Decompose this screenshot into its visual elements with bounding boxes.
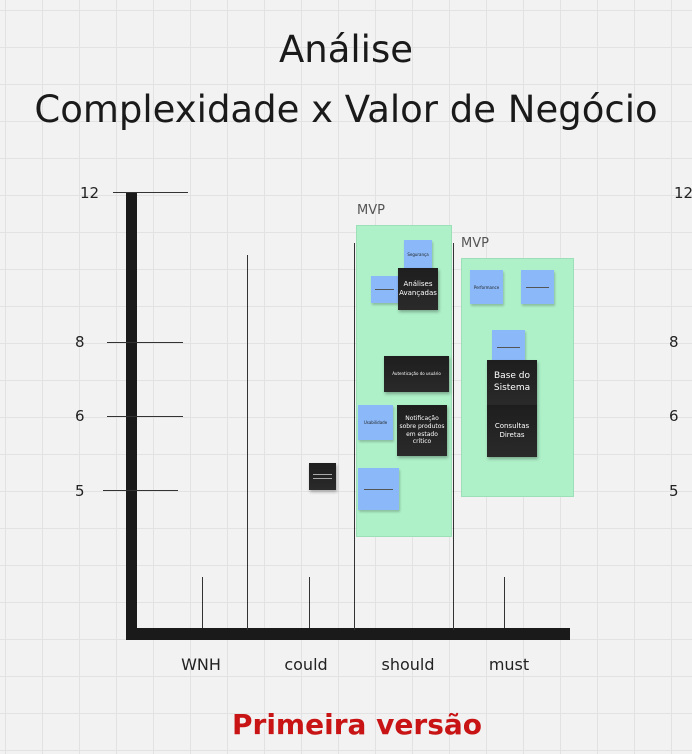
y-label: 12	[80, 184, 100, 202]
divider	[247, 255, 248, 630]
sticky-blank[interactable]	[371, 276, 398, 303]
x-tick	[504, 577, 505, 628]
category-must: must	[488, 655, 530, 674]
sticky-performance[interactable]: Performance	[470, 270, 503, 304]
y-label-right: 8	[669, 333, 679, 351]
mvp-label: MVP	[461, 236, 489, 251]
sticky-analises[interactable]: Análises Avançadas	[398, 268, 438, 310]
sticky-blank[interactable]	[521, 270, 554, 304]
sticky-blank[interactable]	[492, 330, 525, 364]
sticky-blank[interactable]	[358, 468, 399, 510]
title-line-1: Análise	[278, 28, 414, 71]
sticky-seguranca[interactable]: Segurança	[404, 240, 432, 268]
sticky-autenticacao[interactable]: Autenticação do usuário	[384, 356, 449, 392]
sticky-base-do-sistema[interactable]: Base do Sistema	[487, 360, 537, 405]
x-tick	[202, 577, 203, 628]
title-line-2: Complexidade x Valor de Negócio	[34, 88, 658, 131]
tick-12	[113, 192, 188, 193]
sticky-notificacao[interactable]: Notificação sobre produtos em estado crí…	[397, 405, 447, 456]
y-label: 8	[75, 333, 85, 351]
y-label-right: 6	[669, 407, 679, 425]
x-tick	[309, 577, 310, 628]
y-label: 6	[75, 407, 85, 425]
y-label-right: 5	[669, 482, 679, 500]
category-should: should	[381, 655, 435, 674]
footer-label: Primeira versão	[232, 708, 482, 741]
tick-8	[107, 342, 183, 343]
sticky-usabilidade[interactable]: Usabilidade	[358, 405, 393, 440]
mvp-label: MVP	[357, 203, 385, 218]
category-could: could	[284, 655, 328, 674]
sticky-consultas[interactable]: Consultas Diretas	[487, 405, 537, 457]
y-label: 5	[75, 482, 85, 500]
x-axis	[126, 628, 570, 640]
divider	[453, 243, 454, 630]
category-wnh: WNH	[181, 655, 221, 674]
tick-5	[103, 490, 178, 491]
sticky-blank-dark[interactable]	[309, 463, 336, 490]
y-label-right: 12	[674, 184, 692, 202]
divider	[354, 243, 355, 630]
tick-6	[107, 416, 183, 417]
